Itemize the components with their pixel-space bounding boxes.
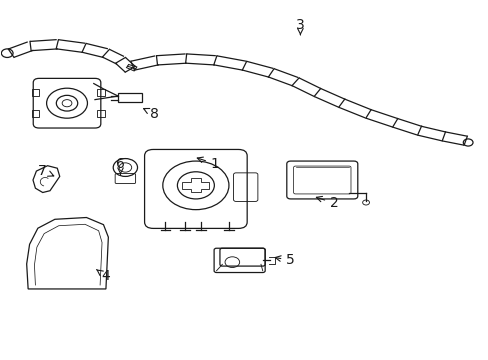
Text: 4: 4 bbox=[96, 269, 110, 283]
Text: 1: 1 bbox=[197, 157, 219, 171]
Text: 6: 6 bbox=[116, 157, 125, 174]
Text: 3: 3 bbox=[295, 18, 304, 35]
Text: 5: 5 bbox=[275, 253, 294, 267]
Text: 8: 8 bbox=[143, 107, 159, 121]
Text: 7: 7 bbox=[38, 164, 54, 178]
Text: 2: 2 bbox=[316, 196, 338, 210]
